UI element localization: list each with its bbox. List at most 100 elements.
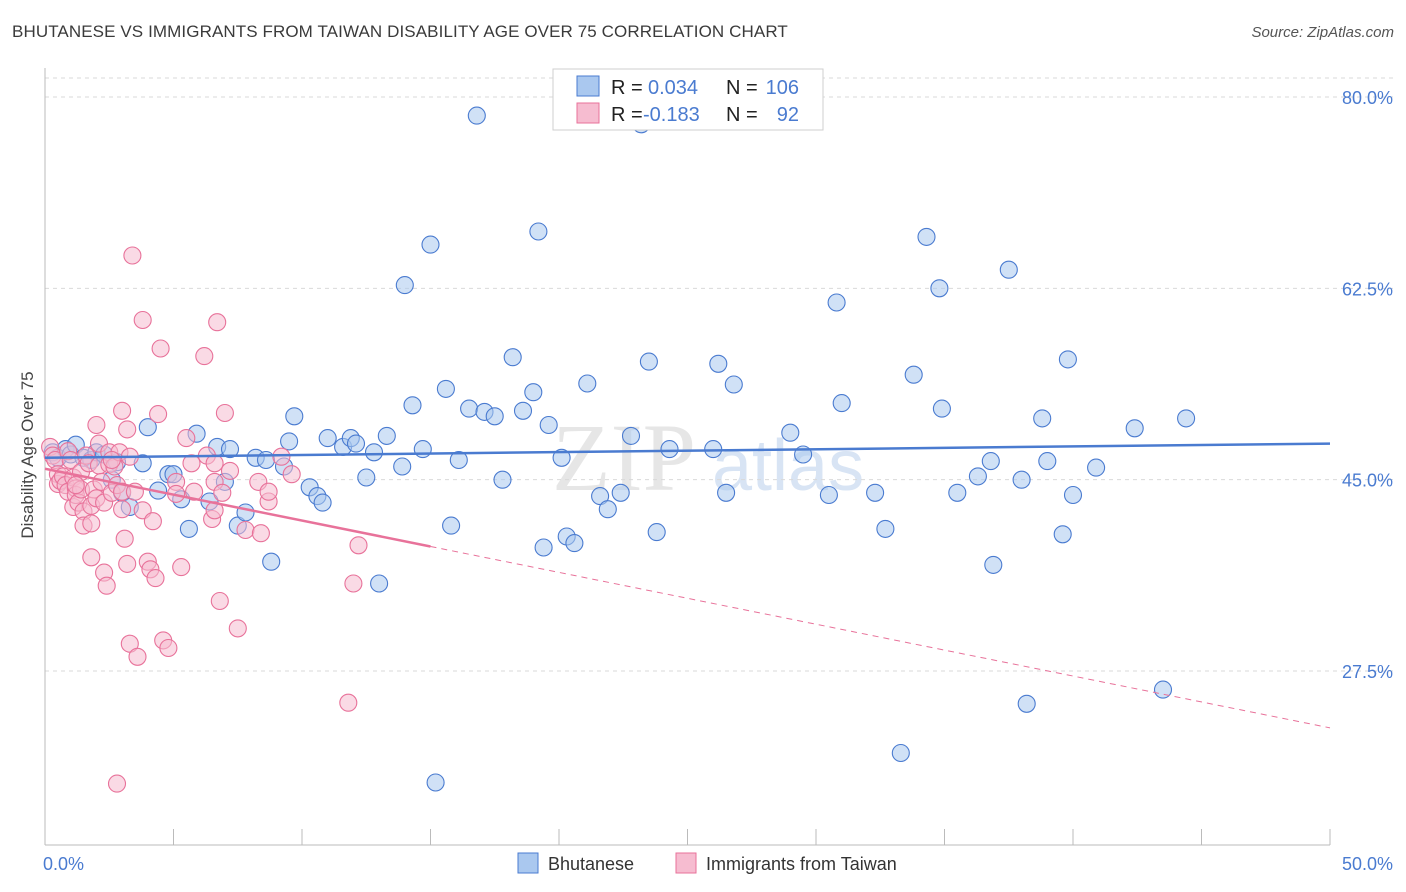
taiwan-point <box>228 619 247 638</box>
taiwan-point <box>182 454 201 473</box>
taiwan-point <box>113 500 132 519</box>
bhutanese-point <box>981 452 1000 471</box>
taiwan-point <box>208 313 227 332</box>
y-tick-label: 45.0% <box>1342 471 1393 491</box>
bhutanese-point <box>449 450 468 470</box>
taiwan-point <box>113 401 132 420</box>
source-label: Source: ZipAtlas.com <box>1251 24 1394 41</box>
taiwan-swatch <box>675 852 697 874</box>
bhutanese-point <box>948 483 967 502</box>
bhutanese-point <box>917 227 936 246</box>
taiwan-point <box>133 310 152 330</box>
bhutanese-point <box>968 467 987 486</box>
taiwan-point <box>123 246 142 265</box>
bhutanese-point <box>639 352 658 371</box>
taiwan-point <box>151 339 170 358</box>
bhutanese-point <box>426 773 445 792</box>
bhutanese-point <box>621 426 641 445</box>
bhutanese-point <box>357 468 376 487</box>
bhutanese-point <box>930 279 949 298</box>
bhutanese-point <box>876 519 895 538</box>
bhutanese-point <box>984 555 1003 574</box>
tick-labels: 27.5% 45.0% 62.5% 80.0% 0.0% 50.0% <box>43 88 1393 874</box>
taiwan-point <box>102 450 121 470</box>
taiwan-point <box>87 415 106 435</box>
blue-r-value: 0.034 <box>648 77 698 99</box>
bhutanese-point <box>1038 452 1057 471</box>
blue-legend-swatch <box>576 75 600 97</box>
taiwan-point <box>172 558 191 577</box>
bhutanese-point <box>285 407 304 426</box>
stats-legend: R = 0.034 N = 106 R = -0.183 N = 92 <box>552 68 824 131</box>
taiwan-points <box>41 246 368 793</box>
bhutanese-point <box>377 426 396 445</box>
legend-bhutanese: Bhutanese <box>548 854 634 874</box>
bhutanese-point <box>513 401 533 420</box>
taiwan-point <box>82 514 101 533</box>
taiwan-point <box>282 465 301 484</box>
taiwan-point <box>149 405 168 424</box>
y-tick-label: 27.5% <box>1342 662 1393 682</box>
bhutanese-point <box>932 399 951 418</box>
bhutanese-point <box>1053 525 1072 544</box>
taiwan-point <box>107 774 127 793</box>
blue-r-label: R = <box>611 77 643 99</box>
taiwan-point <box>344 574 363 593</box>
taiwan-point <box>128 647 147 666</box>
bhutanese-point <box>485 407 504 426</box>
chart-title: BHUTANESE VS IMMIGRANTS FROM TAIWAN DISA… <box>12 22 788 41</box>
trend-lines <box>44 442 1331 729</box>
bhutanese-point <box>1177 409 1196 428</box>
pink-legend-swatch <box>576 102 600 124</box>
taiwan-point <box>195 347 214 366</box>
bhutanese-point <box>904 365 923 384</box>
bhutanese-point <box>724 375 743 394</box>
bhutanese-point <box>891 743 910 763</box>
taiwan-point <box>118 420 137 439</box>
taiwan-point <box>177 429 196 448</box>
y-tick-label: 80.0% <box>1342 88 1393 108</box>
bhutanese-point <box>819 485 838 505</box>
bhutanese-point <box>220 440 240 459</box>
bhutanese-point <box>280 432 299 451</box>
bhutanese-point <box>436 379 455 398</box>
pink-n-label: N = <box>726 104 758 126</box>
bhutanese-point <box>346 434 366 453</box>
blue-n-label: N = <box>726 77 758 99</box>
x-tick-label: 50.0% <box>1342 854 1393 874</box>
bhutanese-point <box>717 483 736 502</box>
grid-lines <box>45 77 1393 672</box>
taiwan-point <box>220 461 240 480</box>
bhutanese-point <box>1017 694 1036 713</box>
taiwan-point <box>349 536 368 555</box>
bhutanese-point <box>467 106 486 125</box>
bhutanese-point <box>552 448 571 467</box>
taiwan-point <box>146 569 165 588</box>
x-tick-label: 0.0% <box>43 854 84 874</box>
taiwan-point <box>205 454 224 473</box>
bhutanese-point <box>565 534 584 553</box>
taiwan-trend-line-projected <box>430 545 1331 729</box>
bhutanese-point <box>611 483 630 502</box>
blue-n-value: 106 <box>766 77 799 99</box>
bhutanese-point <box>262 552 281 571</box>
bhutanese-point <box>313 493 332 512</box>
taiwan-point <box>143 512 162 531</box>
y-axis-label: Disability Age Over 75 <box>18 371 37 538</box>
taiwan-point <box>339 693 358 712</box>
bhutanese-point <box>999 260 1018 279</box>
bhutanese-point <box>578 374 597 393</box>
bhutanese-point <box>534 538 553 557</box>
bhutanese-point <box>236 503 255 522</box>
bhutanese-point <box>1063 485 1083 505</box>
bhutanese-point <box>503 348 522 367</box>
bhutanese-point <box>1087 458 1106 477</box>
pink-r-value: -0.183 <box>643 104 700 126</box>
taiwan-point <box>185 482 204 501</box>
taiwan-point <box>118 554 137 573</box>
bhutanese-point <box>827 293 846 312</box>
bhutanese-point <box>179 519 198 538</box>
pink-n-value: 92 <box>777 104 799 126</box>
bhutanese-swatch <box>517 852 539 874</box>
